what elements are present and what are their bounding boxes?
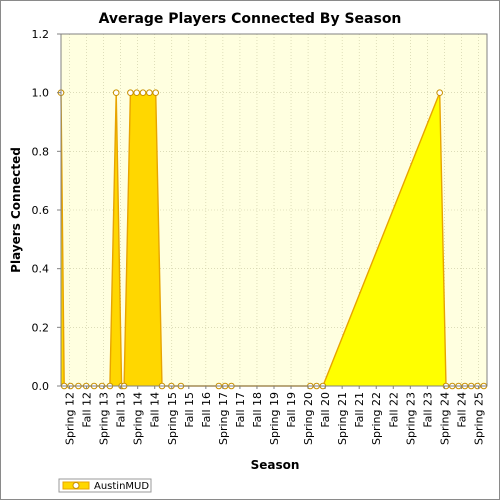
y-tick-labels: 0.0 0.2 0.4 0.6 0.8 1.0 1.2 (32, 28, 61, 393)
x-tick-label: Fall 21 (353, 392, 366, 428)
x-axis-label: Season (251, 458, 300, 472)
x-tick-label: Fall 12 (81, 392, 94, 428)
data-point-marker (133, 89, 140, 96)
y-tick-label: 0.4 (32, 263, 50, 276)
y-tick-label: 1.0 (32, 87, 50, 100)
x-tick-label: Fall 16 (200, 392, 213, 428)
data-point-marker (127, 89, 134, 96)
data-point-marker (139, 89, 147, 96)
y-tick-label: 0.2 (32, 321, 50, 334)
x-tick-label: Spring 14 (132, 392, 145, 445)
data-point-marker (152, 89, 159, 96)
y-tick-label: 0.6 (32, 204, 50, 217)
legend-label: AustinMUD (94, 481, 149, 492)
x-tick-label: Fall 24 (455, 392, 468, 428)
area-segment (109, 92, 122, 386)
x-tick-label: Fall 15 (183, 392, 196, 428)
x-tick-label: Spring 23 (404, 392, 417, 445)
x-tick-label: Fall 17 (234, 392, 247, 428)
x-tick-label: Fall 19 (285, 392, 298, 428)
x-tick-label: Spring 24 (438, 392, 451, 445)
x-tick-label: Spring 22 (370, 392, 383, 445)
x-tick-label: Spring 19 (268, 392, 281, 445)
x-tick-label: Fall 20 (319, 392, 332, 428)
legend-marker-icon (72, 482, 80, 489)
x-tick-label: Fall 18 (251, 392, 264, 428)
x-tick-label: Fall 23 (421, 392, 434, 428)
x-tick-labels: Spring 12 Fall 12 Spring 13 Fall 13 Spring 1… (64, 386, 486, 445)
y-tick-label: 0.0 (32, 380, 50, 393)
x-tick-label: Spring 21 (336, 392, 349, 445)
data-point-marker (436, 89, 444, 96)
x-tick-label: Spring 12 (64, 392, 77, 445)
area-fills (61, 92, 446, 386)
data-point-marker (112, 89, 120, 96)
chart-title: Average Players Connected By Season (99, 11, 402, 27)
x-tick-label: Fall 22 (387, 392, 400, 428)
x-tick-label: Spring 13 (98, 392, 111, 445)
y-axis-label: Players Connected (9, 147, 23, 273)
x-tick-label: Spring 17 (217, 392, 230, 445)
data-point-marker (146, 89, 153, 96)
x-tick-label: Fall 13 (115, 392, 128, 428)
x-tick-label: Spring 25 (473, 392, 486, 445)
x-tick-label: Fall 14 (149, 392, 162, 428)
y-tick-label: 1.2 (32, 28, 50, 41)
x-tick-label: Spring 20 (302, 392, 315, 445)
area-segment (322, 92, 446, 386)
legend: AustinMUD (58, 478, 152, 493)
area-segment (124, 92, 162, 386)
x-tick-label: Spring 15 (166, 392, 179, 445)
y-tick-label: 0.8 (32, 145, 50, 158)
